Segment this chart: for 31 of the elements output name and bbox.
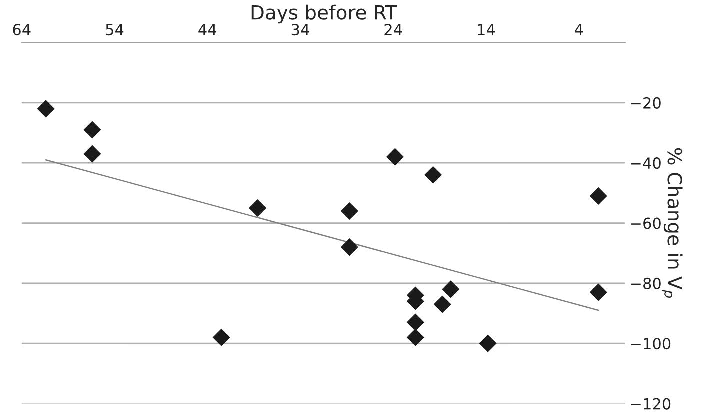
point xyxy=(248,199,267,218)
y-tick-label: −100 xyxy=(631,338,671,350)
point xyxy=(406,328,424,346)
x-tick-label: 34 xyxy=(292,24,310,36)
y-tick-label: −20 xyxy=(631,97,661,109)
x-tick-label: 64 xyxy=(13,24,31,36)
point xyxy=(340,202,358,220)
point xyxy=(434,296,452,314)
x-tick-label: 44 xyxy=(198,24,216,36)
y-tick-label: −120 xyxy=(631,398,671,410)
point xyxy=(84,121,102,139)
point xyxy=(590,284,608,302)
point xyxy=(406,314,424,332)
point xyxy=(424,166,442,184)
point xyxy=(84,145,102,163)
y-tick-label: −60 xyxy=(631,218,661,230)
y-tick-label: −80 xyxy=(631,278,661,290)
point xyxy=(340,238,358,256)
x-axis-title: Days before RT xyxy=(252,4,398,24)
point xyxy=(212,328,230,346)
point xyxy=(442,280,460,298)
y-axis-title: % Change in V$_{p}$ xyxy=(662,148,683,298)
point xyxy=(386,148,404,166)
point xyxy=(37,100,55,118)
y-tick-label: −40 xyxy=(631,158,661,170)
point xyxy=(479,334,497,352)
x-tick-label: 54 xyxy=(106,24,124,36)
x-tick-label: 24 xyxy=(384,24,402,36)
x-tick-label: 4 xyxy=(574,24,584,36)
x-tick-label: 14 xyxy=(478,24,496,36)
point xyxy=(590,187,608,205)
